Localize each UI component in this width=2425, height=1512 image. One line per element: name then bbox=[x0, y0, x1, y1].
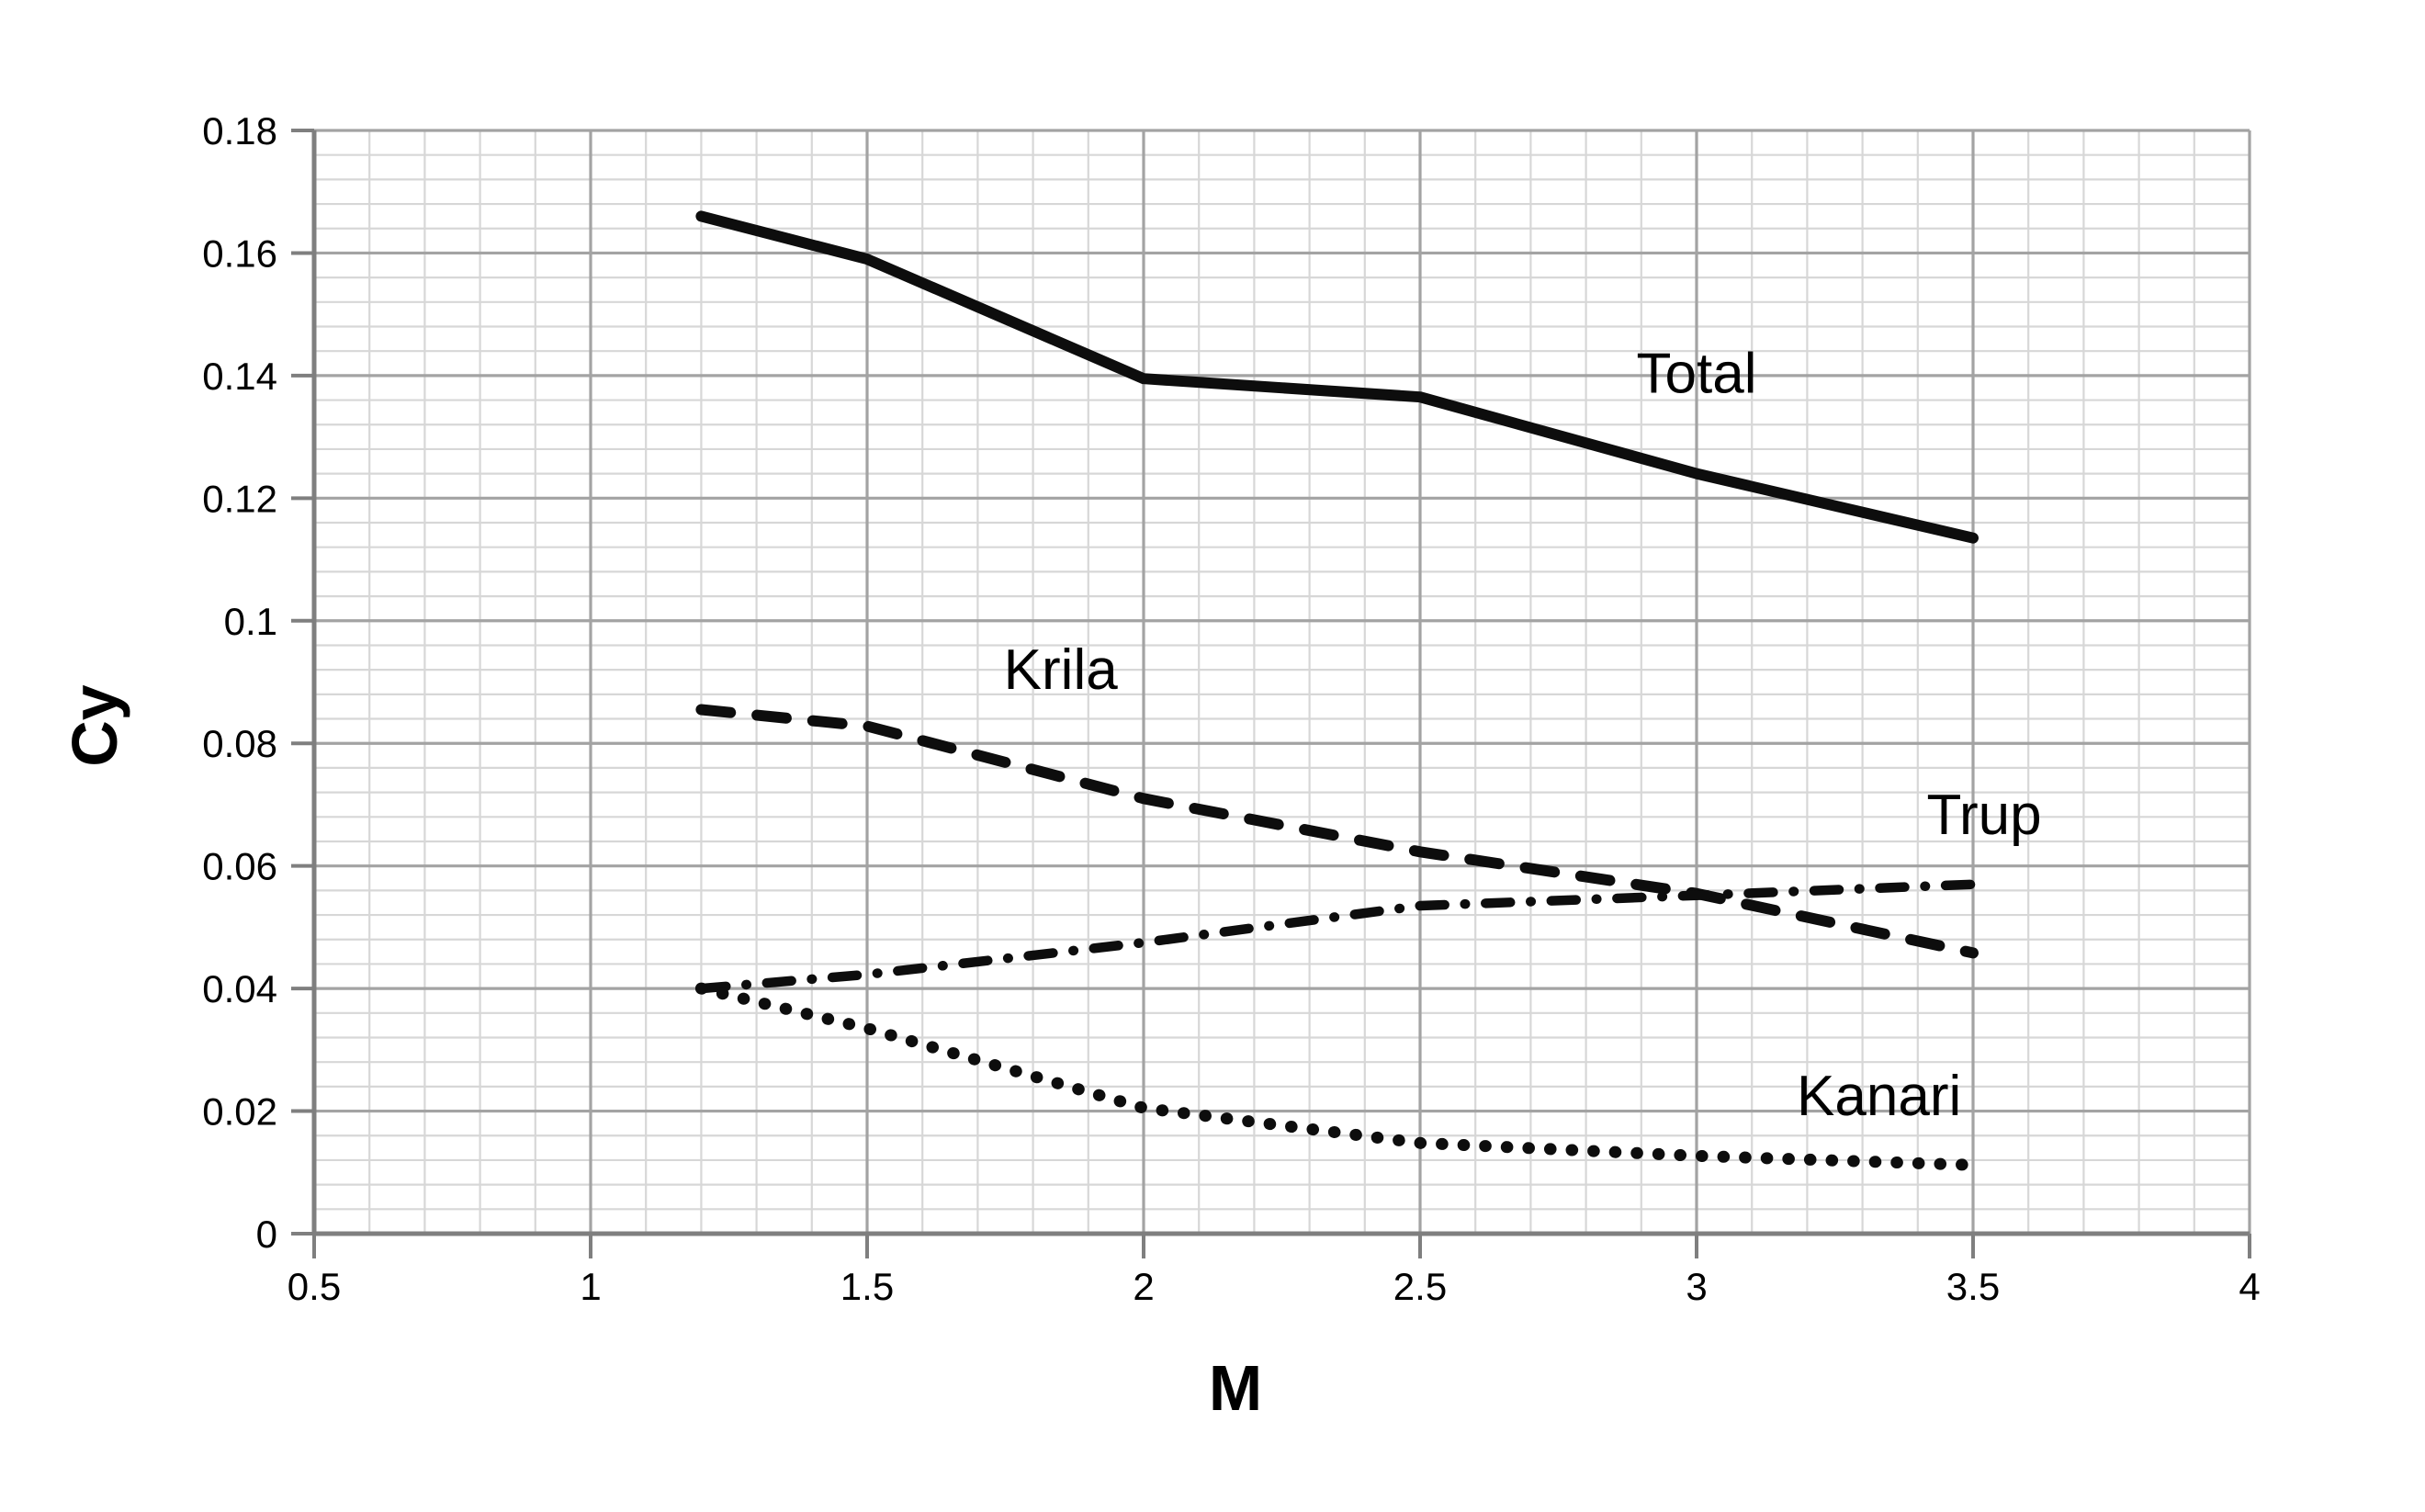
axis-lines bbox=[311, 130, 2250, 1236]
y-tick-labels: 0 0.02 0.04 0.06 0.08 0.1 0.12 0.14 0.16 0.18 bbox=[202, 109, 277, 1256]
y-tick-label: 0.02 bbox=[202, 1090, 277, 1134]
series-line-kanari bbox=[694, 982, 1979, 1171]
x-tick-label: 4 bbox=[2239, 1265, 2260, 1308]
y-tick-label: 0.14 bbox=[202, 355, 277, 398]
series-label-total: Total bbox=[1637, 343, 1757, 406]
x-tick-label: 1 bbox=[580, 1265, 601, 1308]
y-tick-label: 0.18 bbox=[202, 109, 277, 152]
y-tick-label: 0.08 bbox=[202, 722, 277, 765]
y-tick-label: 0 bbox=[256, 1213, 277, 1256]
x-tick-label: 1.5 bbox=[840, 1265, 894, 1308]
y-tick-label: 0.06 bbox=[202, 845, 277, 888]
series-line-total bbox=[695, 210, 1979, 544]
y-tick-label: 0.12 bbox=[202, 477, 277, 520]
x-tick-labels: 0.5 1 1.5 2 2.5 3 3.5 4 bbox=[288, 1265, 2261, 1308]
x-tick-label: 3 bbox=[1686, 1265, 1707, 1308]
x-axis-title: M bbox=[1209, 1352, 1262, 1424]
y-tick-label: 0.16 bbox=[202, 231, 277, 275]
series-label-krila: Krila bbox=[1004, 638, 1119, 702]
tick-marks bbox=[291, 129, 2251, 1258]
x-tick-label: 2 bbox=[1133, 1265, 1154, 1308]
x-tick-label: 3.5 bbox=[1946, 1265, 2000, 1308]
y-tick-label: 0.04 bbox=[202, 967, 277, 1010]
x-tick-label: 0.5 bbox=[288, 1265, 341, 1308]
series-line-trup bbox=[696, 879, 1979, 994]
y-tick-label: 0.1 bbox=[224, 600, 277, 643]
series-label-kanari: Kanari bbox=[1797, 1065, 1961, 1128]
x-tick-label: 2.5 bbox=[1393, 1265, 1447, 1308]
series-line-krila bbox=[695, 704, 1979, 959]
y-axis-title: Cy bbox=[59, 684, 130, 767]
series-label-trup: Trup bbox=[1926, 784, 2041, 847]
